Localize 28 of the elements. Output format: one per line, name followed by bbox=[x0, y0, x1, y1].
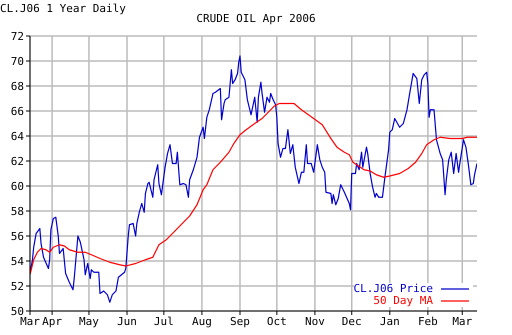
x-tick-label: Aug bbox=[192, 314, 212, 328]
x-tick-label: May bbox=[79, 314, 100, 328]
x-tick-label: Sep bbox=[230, 314, 250, 328]
y-tick-label: 64 bbox=[10, 130, 24, 143]
y-tick-label: 66 bbox=[10, 104, 24, 118]
y-tick-label: 62 bbox=[10, 154, 24, 168]
text: CL.J06 1 Year Daily bbox=[0, 2, 126, 15]
x-tick-label: Jan bbox=[380, 314, 400, 328]
legend-label: 50 Day MA bbox=[373, 294, 433, 307]
y-tick-label: 60 bbox=[10, 180, 24, 193]
x-tick-label: Feb bbox=[418, 314, 438, 328]
y-tick-label: 68 bbox=[10, 80, 24, 93]
y-tick-label: 58 bbox=[10, 204, 24, 218]
y-tick-label: 56 bbox=[10, 230, 24, 243]
legend-label: CL.J06 Price bbox=[354, 282, 433, 295]
x-tick-label: Mar bbox=[452, 314, 473, 328]
x-tick-label: Nov bbox=[304, 314, 326, 328]
chart-title: CRUDE OIL Apr 2006 bbox=[196, 12, 316, 25]
y-tick-label: 52 bbox=[10, 280, 24, 293]
x-tick-label: Jul bbox=[154, 314, 174, 328]
y-tick-label: 70 bbox=[10, 54, 24, 68]
x-tick-label: Jun bbox=[117, 314, 137, 328]
y-tick-label: 54 bbox=[10, 254, 24, 268]
x-tick-label: Oct bbox=[266, 314, 287, 328]
x-tick-label: Dec bbox=[342, 314, 362, 328]
x-tick-label: Apr bbox=[42, 314, 62, 328]
line-series bbox=[30, 102, 477, 276]
y-tick-label: 72 bbox=[10, 30, 24, 43]
